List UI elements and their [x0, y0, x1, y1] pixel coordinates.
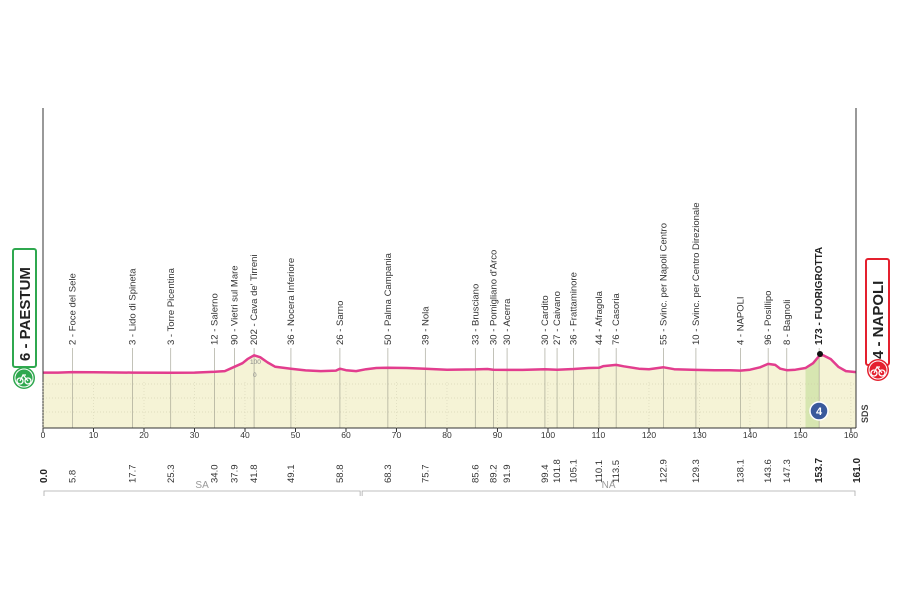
finish-bike-icon	[867, 359, 889, 381]
waypoint-labels: 2 - Foce del Sele 3 - Lido di Spineta 3 - …	[67, 202, 825, 345]
waypoint-km-label: 49.1	[286, 465, 297, 484]
waypoint-label: 36 - Frattaminore	[569, 272, 580, 345]
waypoint-label: 8 - Bagnoli	[782, 300, 793, 345]
waypoint-km-label: 89.2	[488, 465, 499, 484]
start-bike-icon	[13, 367, 35, 389]
region-label: SA	[195, 480, 209, 491]
x-tick-label: 160	[844, 430, 858, 440]
finish-km-label: 161.0	[852, 458, 863, 483]
waypoint-label: 4 - NAPOLI	[735, 296, 746, 345]
waypoint-label: 90 - Vietri sul Mare	[229, 265, 240, 345]
waypoint-label: 26 - Sarno	[335, 301, 346, 345]
waypoint-km-label: 110.1	[594, 460, 605, 483]
waypoint-km-label: 85.6	[470, 465, 481, 484]
x-tick-label: 70	[392, 430, 402, 440]
finish-km-marker	[817, 351, 823, 357]
x-tick-label: 90	[493, 430, 503, 440]
waypoint-km-label: 5.8	[67, 470, 78, 483]
waypoint-km-label: 122.9	[659, 459, 670, 483]
waypoint-label: 202 - Cava de' Tirreni	[249, 254, 260, 345]
waypoint-label: 36 - Nocera Inferiore	[286, 258, 297, 345]
brand-mark: SDS	[860, 404, 870, 423]
waypoint-label: 50 - Palma Campania	[383, 252, 394, 345]
start-badge: 6 - PAESTUM	[12, 248, 37, 389]
waypoint-km-label: 153.7	[814, 458, 825, 483]
x-tick-label: 10	[89, 430, 99, 440]
region-label: NA	[602, 480, 616, 491]
x-tick-label: 30	[190, 430, 200, 440]
waypoint-label: 55 - Svinc. per Napoli Centro	[659, 223, 670, 345]
altitude-marker-0: 0	[253, 372, 257, 379]
x-tick-label: 0	[41, 430, 46, 440]
x-tick-label: 80	[442, 430, 452, 440]
waypoint-label: 39 - Nola	[420, 306, 431, 345]
waypoint-km-label: 105.1	[569, 459, 580, 483]
waypoint-km-label: 138.1	[735, 459, 746, 483]
altitude-marker-100: 100	[250, 359, 261, 366]
waypoint-km-label: 17.7	[127, 465, 138, 484]
region-bracket	[361, 490, 856, 496]
waypoint-km-label: 113.5	[611, 460, 622, 483]
waypoint-label: 30 - Pomigliano d'Arco	[488, 250, 499, 345]
waypoint-km-label: 147.3	[782, 459, 793, 483]
waypoint-label: 3 - Torre Picentina	[166, 267, 177, 345]
x-tick-label: 40	[240, 430, 250, 440]
waypoint-km-label: 68.3	[383, 465, 394, 484]
waypoint-km-label: 91.9	[502, 465, 513, 484]
km-labels: 5.8 17.7 25.3 34.0 37.9 41.8 49.1 58.8 68.3 75.7 8…	[39, 458, 863, 483]
waypoint-label: 30 - Cardito	[540, 295, 551, 345]
x-tick-label: 60	[341, 430, 351, 440]
region-bracket	[43, 490, 361, 496]
x-axis-ticks: 0 10 20 30 40 50 60 70 80 90 100 110 120 130 140 150 160	[41, 380, 858, 440]
waypoint-km-label: 58.8	[335, 465, 346, 484]
finish-badge: 4 - NAPOLI	[865, 258, 890, 381]
finish-label: 4 - NAPOLI	[870, 281, 887, 359]
waypoint-km-label: 37.9	[229, 465, 240, 484]
waypoint-label: 173 - FUORIGROTTA	[814, 247, 825, 345]
waypoint-km-label: 75.7	[420, 465, 431, 484]
waypoint-km-label: 143.6	[763, 459, 774, 483]
waypoint-km-label: 101.8	[552, 459, 563, 483]
circuit-badge-number: 4	[816, 406, 823, 418]
region-brackets: SA NA	[43, 480, 856, 496]
waypoint-km-label: 41.8	[249, 465, 260, 484]
start-label: 6 - PAESTUM	[17, 267, 34, 361]
waypoint-label: 10 - Svinc. per Centro Direzionale	[691, 202, 702, 345]
waypoint-label: 12 - Salerno	[210, 293, 221, 345]
waypoint-label: 3 - Lido di Spineta	[127, 268, 138, 345]
waypoint-km-label: 34.0	[210, 465, 221, 484]
x-tick-label: 120	[642, 430, 656, 440]
gridlines	[43, 383, 856, 413]
x-tick-label: 150	[793, 430, 807, 440]
waypoint-label: 30 - Acerra	[502, 298, 513, 345]
waypoint-label: 96 - Posillipo	[763, 291, 774, 345]
waypoint-label: 27 - Caivano	[552, 291, 563, 345]
elevation-area	[43, 355, 856, 428]
x-tick-label: 110	[592, 430, 606, 440]
waypoint-label: 2 - Foce del Sele	[67, 273, 78, 345]
waypoint-label: 44 - Afragola	[594, 290, 605, 345]
waypoint-label: 76 - Casoria	[611, 293, 622, 345]
x-tick-label: 50	[291, 430, 301, 440]
waypoint-guides	[71, 348, 820, 428]
waypoint-label: 33 - Brusciano	[470, 284, 481, 345]
x-tick-label: 20	[139, 430, 149, 440]
waypoint-km-label: 129.3	[691, 459, 702, 483]
start-km-label: 0.0	[39, 469, 50, 483]
x-tick-label: 130	[692, 430, 706, 440]
waypoint-km-label: 25.3	[166, 465, 177, 484]
finish-circuit-badge: 4	[809, 401, 829, 421]
waypoint-km-label: 99.4	[540, 465, 551, 484]
elevation-line	[43, 354, 857, 375]
x-tick-label: 100	[541, 430, 555, 440]
x-tick-label: 140	[743, 430, 757, 440]
